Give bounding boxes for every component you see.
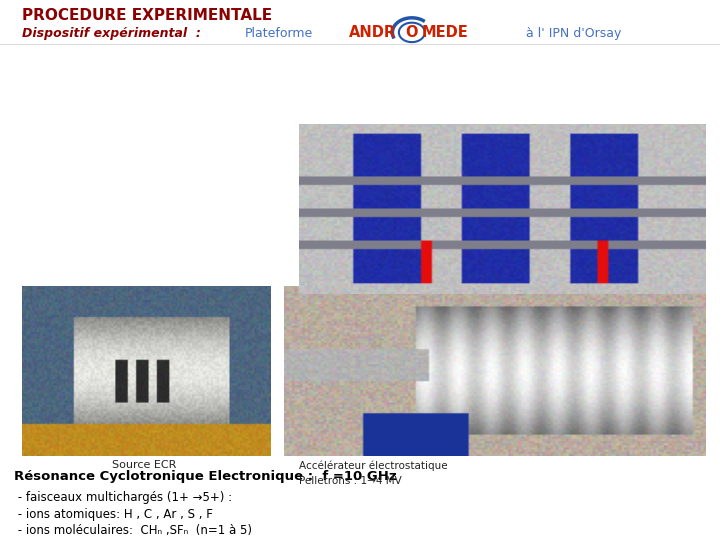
Text: Résonance Cyclotronique Electronique :  f =10 GHz: Résonance Cyclotronique Electronique : f… [14, 470, 397, 483]
Text: Pelletrons : 1→4 MV: Pelletrons : 1→4 MV [299, 476, 402, 487]
Text: à l' IPN d'Orsay: à l' IPN d'Orsay [526, 27, 621, 40]
Text: O: O [405, 25, 418, 40]
Text: Plateforme: Plateforme [245, 27, 313, 40]
Text: MEDE: MEDE [421, 25, 468, 40]
Text: - ions atomiques: H , C , Ar , S , F: - ions atomiques: H , C , Ar , S , F [14, 508, 213, 521]
Text: Source ECR: Source ECR [112, 460, 176, 470]
Text: Accélérateur électrostatique: Accélérateur électrostatique [299, 460, 447, 470]
Text: - ions moléculaires:  CHₙ ,SFₙ  (n=1 à 5): - ions moléculaires: CHₙ ,SFₙ (n=1 à 5) [14, 524, 253, 537]
Text: ANDR: ANDR [349, 25, 396, 40]
Text: Dispositif expérimental  :: Dispositif expérimental : [22, 27, 200, 40]
Text: PROCEDURE EXPERIMENTALE: PROCEDURE EXPERIMENTALE [22, 8, 271, 23]
Text: - faisceaux multichargés (1+ →5+) :: - faisceaux multichargés (1+ →5+) : [14, 491, 233, 504]
